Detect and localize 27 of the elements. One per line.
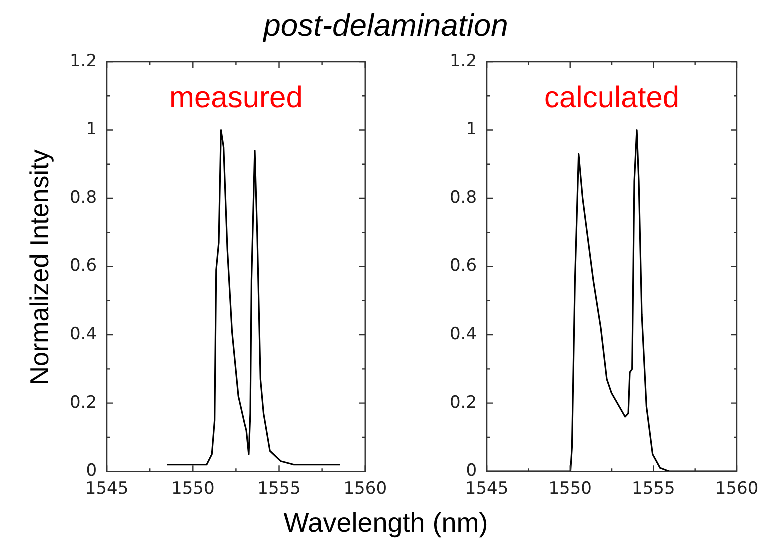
x-tick-label: 1560 — [715, 479, 759, 500]
y-axis-title: Normalized Intensity — [24, 148, 56, 388]
x-tick-label: 1545 — [85, 479, 129, 500]
y-tick-label: 0.4 — [450, 324, 478, 344]
y-tick-label: 1 — [86, 120, 98, 140]
x-tick-label: 1555 — [632, 479, 676, 500]
x-tick-label: 1550 — [548, 479, 592, 500]
y-tick-label: 0 — [86, 461, 98, 482]
x-tick-label: 1560 — [344, 479, 387, 500]
x-tick-label: 1555 — [258, 479, 301, 500]
annotation: calculated — [544, 81, 680, 114]
chart-title: post-delamination — [262, 8, 510, 44]
y-tick-label: 0.6 — [70, 256, 98, 276]
y-tick-label: 0.8 — [450, 188, 478, 208]
y-tick-label: 0.6 — [450, 256, 478, 276]
x-tick-label: 1545 — [465, 479, 509, 500]
y-tick-label: 1.2 — [450, 51, 478, 72]
y-tick-label: 0.8 — [70, 188, 98, 208]
x-axis-title: Wavelength (nm) — [282, 508, 490, 539]
annotation: measured — [170, 81, 303, 114]
y-tick-label: 1 — [466, 120, 478, 140]
x-tick-label: 1550 — [172, 479, 215, 500]
y-tick-label: 1.2 — [70, 51, 98, 72]
y-tick-label: 0 — [466, 461, 478, 482]
y-tick-label: 0.2 — [450, 392, 478, 413]
y-tick-label: 0.4 — [70, 324, 98, 344]
y-tick-label: 0.2 — [70, 392, 98, 413]
